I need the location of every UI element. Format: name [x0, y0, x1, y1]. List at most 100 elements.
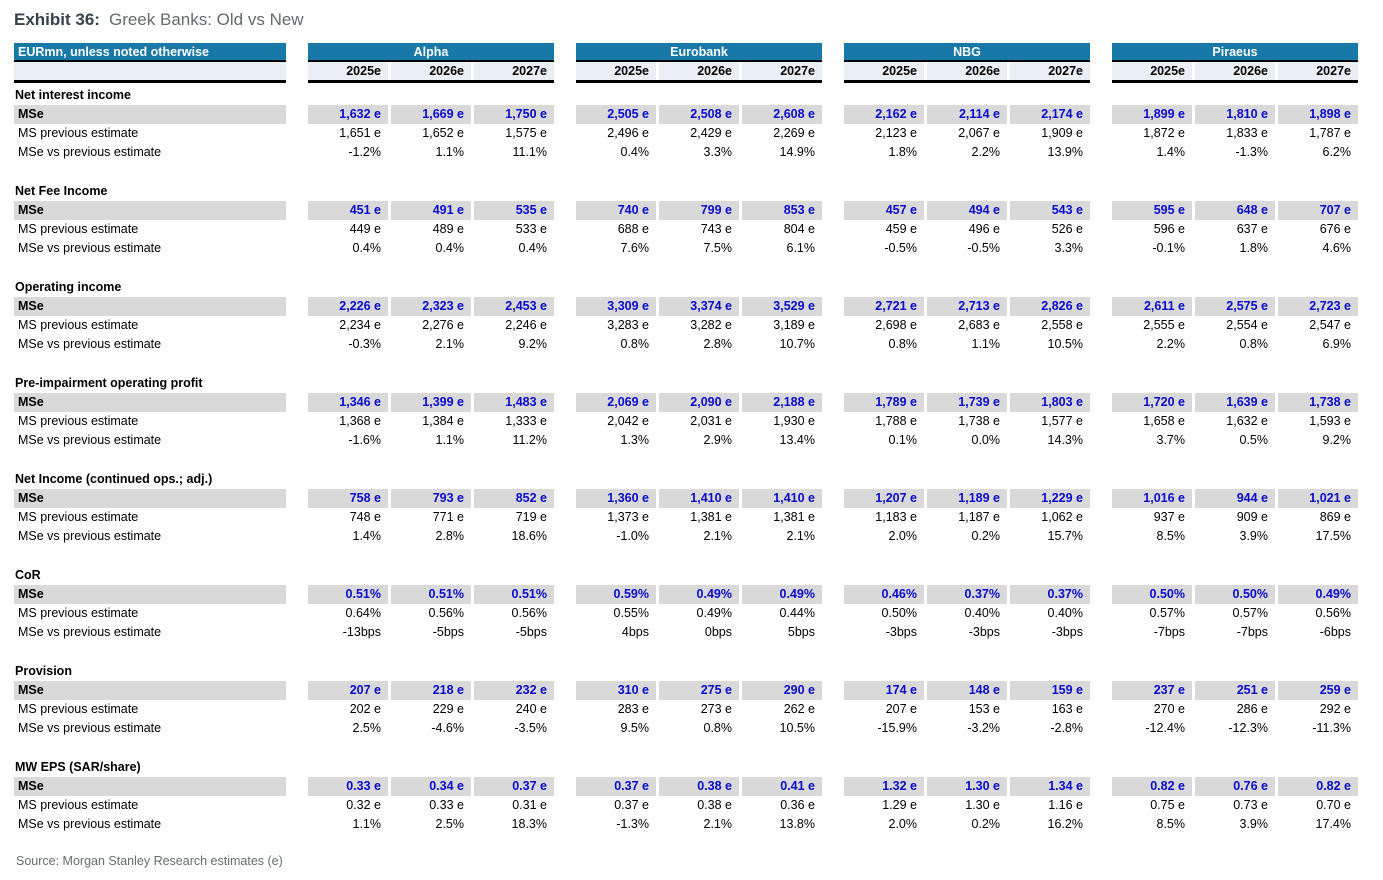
value-cell: 0.46% [844, 585, 924, 604]
bank-value-group: -3bps -3bps -3bps [844, 623, 1090, 642]
value-cell: 2.5% [435, 817, 465, 831]
value-cell: -6bps [1319, 625, 1351, 639]
value-cell: 853 e [742, 201, 822, 220]
bank-value-group: 0.1% 0.0% 14.3% [844, 431, 1090, 450]
value-cell: 1,381 e [773, 510, 815, 524]
bank-value-group: 2,069 e 2,090 e 2,188 e [576, 393, 822, 412]
bank-value-group: 0.8% 2.8% 10.7% [576, 335, 822, 354]
bank-value-group: 0.37 e 0.38 e 0.41 e [576, 777, 822, 796]
table-row: MS previous estimate 1,651 e 1,652 e 1,575 … [14, 124, 1374, 143]
bank-value-group: 2.5% -4.6% -3.5% [308, 719, 554, 738]
value-cell: 3,282 e [690, 318, 732, 332]
value-cell: 292 e [1319, 702, 1351, 716]
value-cell: 793 e [391, 489, 471, 508]
value-cell: 2,508 e [659, 105, 739, 124]
metric-label: MSe vs previous estimate [18, 241, 162, 255]
value-cell: 1,333 e [505, 414, 547, 428]
bank-value-group: 1,373 e 1,381 e 1,381 e [576, 508, 822, 527]
bank-value-group: 937 e 909 e 869 e [1112, 508, 1358, 527]
bank-value-group: -0.3% 2.1% 9.2% [308, 335, 554, 354]
value-cell: 2.1% [703, 817, 733, 831]
bank-value-group: 2,042 e 2,031 e 1,930 e [576, 412, 822, 431]
bank-value-group: 748 e 771 e 719 e [308, 508, 554, 527]
value-cell: 1.8% [888, 145, 918, 159]
bank-value-group: 1,788 e 1,738 e 1,577 e [844, 412, 1090, 431]
table-row: MSe vs previous estimate -0.3% 2.1% 9.2% 0.8… [14, 335, 1374, 354]
value-cell: 2.8% [703, 337, 733, 351]
value-cell: 6.1% [786, 241, 816, 255]
bank-value-group: 457 e 494 e 543 e [844, 201, 1090, 220]
metric-section: Provision MSe 207 e 218 e 232 e 310 e 275 e 290… [14, 662, 1374, 738]
value-cell: 743 e [700, 222, 732, 236]
value-cell: 290 e [742, 681, 822, 700]
bank-value-group: 459 e 496 e 526 e [844, 220, 1090, 239]
value-cell: 3.3% [1054, 241, 1084, 255]
value-cell: 11.1% [512, 145, 547, 159]
value-cell: 526 e [1051, 222, 1083, 236]
bank-value-group: 310 e 275 e 290 e [576, 681, 822, 700]
value-cell: 1,189 e [927, 489, 1007, 508]
value-cell: 0.4% [352, 241, 382, 255]
value-cell: 5bps [787, 625, 815, 639]
value-cell: 10.5% [1047, 337, 1083, 351]
metric-label: MSe vs previous estimate [18, 433, 162, 447]
table-row: MSe 207 e 218 e 232 e 310 e 275 e 290 e 174 e 14… [14, 681, 1374, 700]
bank-value-group: 1.1% 2.5% 18.3% [308, 815, 554, 834]
metric-label: MS previous estimate [18, 126, 139, 140]
value-cell: -0.5% [967, 241, 1000, 255]
year-header-row: 2025e 2026e 2027e 2025e 2026e 2027e 2025e 2026e… [14, 62, 1374, 83]
value-cell: 1.34 e [1010, 777, 1090, 796]
year-header: 2026e [927, 62, 1007, 80]
value-cell: 451 e [308, 201, 388, 220]
value-cell: 1.1% [352, 817, 382, 831]
value-cell: 2.1% [703, 529, 733, 543]
value-cell: 0.64% [345, 606, 381, 620]
value-cell: 1,062 e [1041, 510, 1083, 524]
value-cell: 2.0% [888, 529, 918, 543]
exhibit-subtitle: Greek Banks: Old vs New [108, 10, 304, 29]
value-cell: 1,021 e [1278, 489, 1358, 508]
bank-value-group: 2,698 e 2,683 e 2,558 e [844, 316, 1090, 335]
value-cell: 1,346 e [308, 393, 388, 412]
table-row: MSe vs previous estimate 1.1% 2.5% 18.3% -1.… [14, 815, 1374, 834]
metric-label: MSe vs previous estimate [18, 817, 162, 831]
bank-value-group: 1,183 e 1,187 e 1,062 e [844, 508, 1090, 527]
value-cell: 0.8% [703, 721, 733, 735]
value-cell: 1,658 e [1143, 414, 1185, 428]
bank-value-group: 0.4% 3.3% 14.9% [576, 143, 822, 162]
year-header: 2025e [308, 62, 388, 80]
value-cell: 496 e [968, 222, 1000, 236]
bank-value-group: 2,611 e 2,575 e 2,723 e [1112, 297, 1358, 316]
value-cell: 0.4% [620, 145, 650, 159]
value-cell: 937 e [1153, 510, 1185, 524]
bank-value-group: 0.51% 0.51% 0.51% [308, 585, 554, 604]
bank-value-group: 2.0% 0.2% 16.2% [844, 815, 1090, 834]
value-cell: 1,787 e [1309, 126, 1351, 140]
value-cell: 9.2% [518, 337, 548, 351]
value-cell: 535 e [474, 201, 554, 220]
value-cell: 2,713 e [927, 297, 1007, 316]
metric-label: MSe vs previous estimate [18, 529, 162, 543]
table-row: MS previous estimate 748 e 771 e 719 e 1,373… [14, 508, 1374, 527]
value-cell: 1,229 e [1010, 489, 1090, 508]
value-cell: 3.9% [1239, 529, 1269, 543]
value-cell: 1.4% [352, 529, 382, 543]
table-row: MSe 1,632 e 1,669 e 1,750 e 2,505 e 2,508 e 2,… [14, 105, 1374, 124]
table-row: MSe vs previous estimate 2.5% -4.6% -3.5% 9.… [14, 719, 1374, 738]
value-cell: 1,930 e [773, 414, 815, 428]
value-cell: 1,750 e [474, 105, 554, 124]
value-cell: 0.2% [971, 529, 1001, 543]
bank-header: Eurobank [576, 43, 822, 62]
value-cell: 2.8% [435, 529, 465, 543]
bank-value-group: 207 e 218 e 232 e [308, 681, 554, 700]
value-cell: 596 e [1153, 222, 1185, 236]
value-cell: 707 e [1278, 201, 1358, 220]
section-title: Pre-impairment operating profit [15, 376, 203, 390]
value-cell: 543 e [1010, 201, 1090, 220]
bank-value-group: 2,555 e 2,554 e 2,547 e [1112, 316, 1358, 335]
value-cell: 2,826 e [1010, 297, 1090, 316]
value-cell: 8.5% [1156, 817, 1186, 831]
bank-value-group: 207 e 153 e 163 e [844, 700, 1090, 719]
value-cell: 0bps [704, 625, 732, 639]
metric-label: MSe vs previous estimate [18, 145, 162, 159]
